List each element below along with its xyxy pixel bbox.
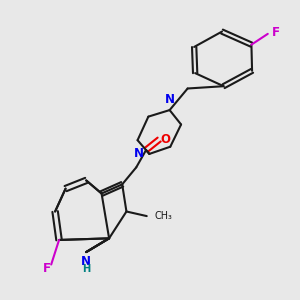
Text: F: F [43,262,51,275]
Text: N: N [134,147,143,161]
Text: CH₃: CH₃ [154,211,172,221]
Text: N: N [81,255,91,268]
Text: H: H [82,264,90,274]
Text: N: N [165,93,175,106]
Text: F: F [272,26,280,39]
Text: O: O [160,133,170,146]
